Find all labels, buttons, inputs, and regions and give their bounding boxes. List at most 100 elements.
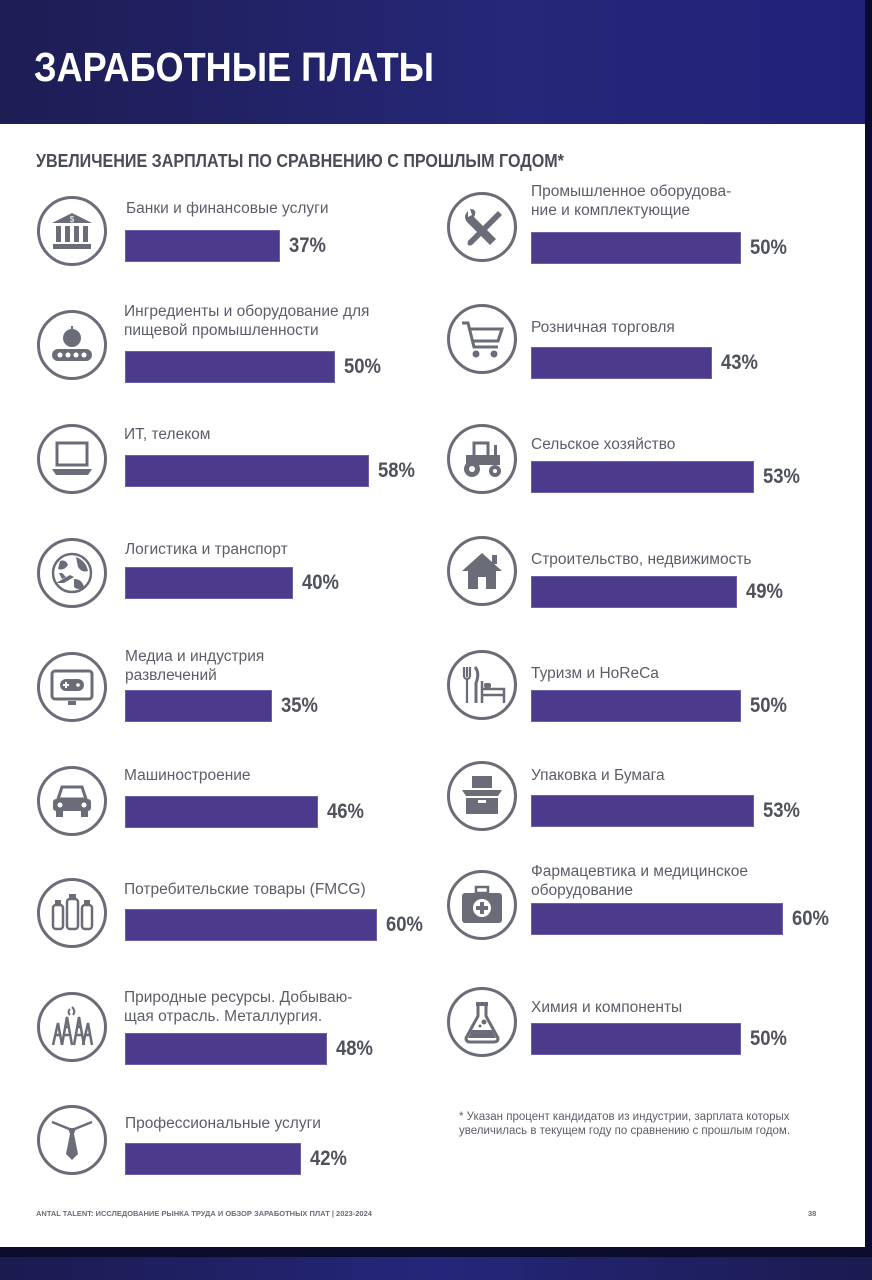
category-label: Химия и компоненты (531, 998, 682, 1017)
value-label: 58% (378, 459, 415, 482)
value-label: 50% (750, 236, 787, 259)
category-label-line: Медиа и индустрия (125, 648, 265, 665)
value-label: 60% (386, 913, 423, 936)
category-label-line: Фармацевтика и медицинское (531, 863, 748, 880)
category-label-line: оборудование (531, 882, 633, 899)
footnote: * Указан процент кандидатов из индустрии… (459, 1110, 790, 1138)
bar (531, 795, 754, 827)
category-label-line: Промышленное оборудова- (531, 183, 732, 200)
tie-icon (37, 1105, 107, 1175)
tv-gamepad-icon (37, 652, 107, 722)
category-label: Фармацевтика и медицинское оборудование (531, 862, 748, 900)
category-label-line: щая отрасль. Металлургия. (124, 1008, 323, 1025)
category-label-line: Банки и финансовые услуги (126, 200, 329, 217)
food-conveyor-icon (37, 310, 107, 380)
bar (531, 576, 737, 608)
flask-icon (447, 987, 517, 1057)
bottles-icon (37, 878, 107, 948)
category-label: Строительство, недвижимость (531, 550, 752, 569)
category-label-line: Строительство, недвижимость (531, 551, 752, 568)
category-label: Потребительские товары (FMCG) (124, 880, 366, 899)
globe-plane-icon (37, 538, 107, 608)
page-header: ЗАРАБОТНЫЕ ПЛАТЫ (0, 0, 865, 124)
page-edge (865, 0, 872, 1280)
value-label: 50% (344, 355, 381, 378)
fork-knife-bed-icon (447, 650, 517, 720)
car-icon (37, 766, 107, 836)
category-label-line: Розничная торговля (531, 319, 675, 336)
bar (125, 796, 318, 828)
category-label-line: Машиностроение (124, 767, 251, 784)
shopping-cart-icon (447, 304, 517, 374)
category-label-line: Химия и компоненты (531, 999, 683, 1016)
footnote-line-2: увеличилась в текущем году по сравнению … (459, 1125, 791, 1137)
bar (125, 690, 272, 722)
category-label-line: Туризм и HoReCa (531, 665, 659, 682)
bar (125, 1033, 327, 1065)
value-label: 60% (792, 907, 829, 930)
bottom-gap (0, 1247, 872, 1257)
chart-subtitle: УВЕЛИЧЕНИЕ ЗАРПЛАТЫ ПО СРАВНЕНИЮ С ПРОШЛ… (36, 150, 564, 171)
value-label: 53% (763, 799, 800, 822)
category-label-line: ние и комплектующие (531, 202, 691, 219)
category-label-line: Упаковка и Бумага (531, 767, 665, 784)
value-label: 49% (746, 580, 783, 603)
category-label-line: развлечений (125, 667, 217, 684)
oil-rig-icon (37, 992, 107, 1062)
laptop-icon (37, 424, 107, 494)
svg-text:$: $ (70, 215, 75, 224)
category-label: Машиностроение (124, 766, 251, 785)
bar (125, 351, 335, 383)
page-number: 38 (808, 1209, 817, 1218)
footer-source: ANTAL TALENT: ИССЛЕДОВАНИЕ РЫНКА ТРУДА И… (36, 1209, 372, 1218)
category-label: Ингредиенты и оборудование для пищевой пр… (124, 302, 369, 340)
medical-kit-icon (447, 870, 517, 940)
page-title: ЗАРАБОТНЫЕ ПЛАТЫ (34, 44, 434, 90)
category-label-line: Потребительские товары (FMCG) (124, 881, 366, 898)
category-label: Медиа и индустрия развлечений (125, 647, 264, 685)
bar (125, 567, 293, 599)
category-label: Туризм и HoReCa (531, 664, 659, 683)
bank-icon: $ (37, 196, 107, 266)
bar (531, 1023, 741, 1055)
bar (531, 232, 741, 264)
category-label-line: Профессиональные услуги (125, 1115, 321, 1132)
category-label: Упаковка и Бумага (531, 766, 665, 785)
value-label: 50% (750, 1027, 787, 1050)
category-label: Природные ресурсы. Добываю-щая отрасль. … (124, 988, 352, 1026)
category-label: Банки и финансовые услуги (126, 199, 329, 218)
category-label-line: Ингредиенты и оборудование для (124, 303, 370, 320)
content-sheet (0, 124, 865, 1247)
category-label: Промышленное оборудова-ние и комплектующ… (531, 182, 731, 220)
bar (531, 347, 712, 379)
category-label-line: Природные ресурсы. Добываю- (124, 989, 353, 1006)
value-label: 46% (327, 800, 364, 823)
category-label: Профессиональные услуги (125, 1114, 321, 1133)
value-label: 37% (289, 234, 326, 257)
value-label: 48% (336, 1037, 373, 1060)
box-icon (447, 761, 517, 831)
category-label: Сельское хозяйство (531, 435, 675, 454)
wrench-screwdriver-icon (447, 192, 517, 262)
category-label-line: пищевой промышленности (124, 322, 319, 339)
category-label: ИТ, телеком (124, 425, 210, 444)
value-label: 40% (302, 571, 339, 594)
bar (531, 461, 754, 493)
bar (531, 690, 741, 722)
footnote-line-1: * Указан процент кандидатов из индустрии… (459, 1111, 790, 1123)
bar (125, 909, 377, 941)
value-label: 53% (763, 465, 800, 488)
category-label: Розничная торговля (531, 318, 675, 337)
value-label: 50% (750, 694, 787, 717)
category-label-line: ИТ, телеком (124, 426, 211, 443)
bar (531, 903, 783, 935)
category-label: Логистика и транспорт (125, 540, 288, 559)
value-label: 43% (721, 351, 758, 374)
bar (125, 455, 369, 487)
value-label: 42% (310, 1147, 347, 1170)
category-label-line: Логистика и транспорт (125, 541, 288, 558)
category-label-line: Сельское хозяйство (531, 436, 676, 453)
value-label: 35% (281, 694, 318, 717)
house-icon (447, 536, 517, 606)
bar (125, 1143, 301, 1175)
